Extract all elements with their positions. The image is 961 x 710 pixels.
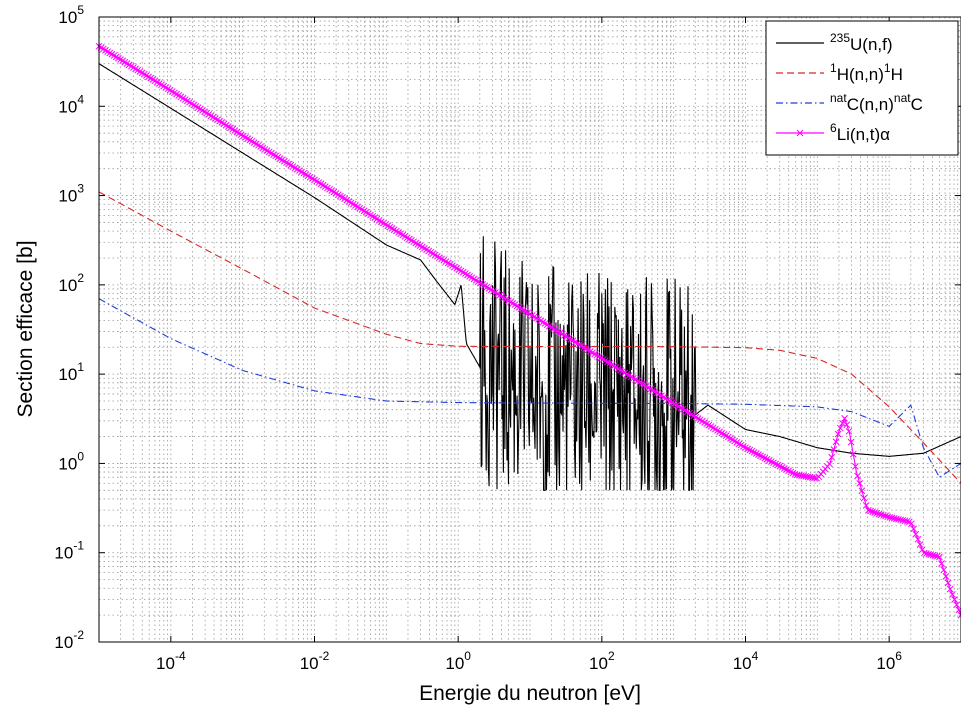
y-tick-label: 104 (58, 92, 84, 116)
y-tick-label: 100 (58, 449, 84, 473)
x-axis-title: Energie du neutron [eV] (419, 682, 641, 705)
y-tick-label: 10-1 (54, 539, 84, 563)
y-tick-label: 10-2 (54, 628, 84, 652)
x-tick-label: 100 (445, 649, 471, 673)
y-tick-label: 105 (58, 3, 84, 27)
x-tick-label: 10-2 (300, 649, 330, 673)
y-tick-label: 101 (58, 360, 84, 384)
y-tick-label: 102 (58, 271, 84, 295)
x-tick-label: 106 (876, 649, 902, 673)
x-tick-label: 102 (589, 649, 615, 673)
legend-label: 1H(n,n)1H (830, 61, 903, 84)
legend-label: 6Li(n,t)α (830, 121, 890, 144)
x-tick-label: 104 (733, 649, 759, 673)
y-axis-title: Section efficace [b] (14, 240, 37, 417)
y-tick-label: 103 (58, 182, 84, 206)
x-tick-label: 10-4 (156, 649, 186, 673)
